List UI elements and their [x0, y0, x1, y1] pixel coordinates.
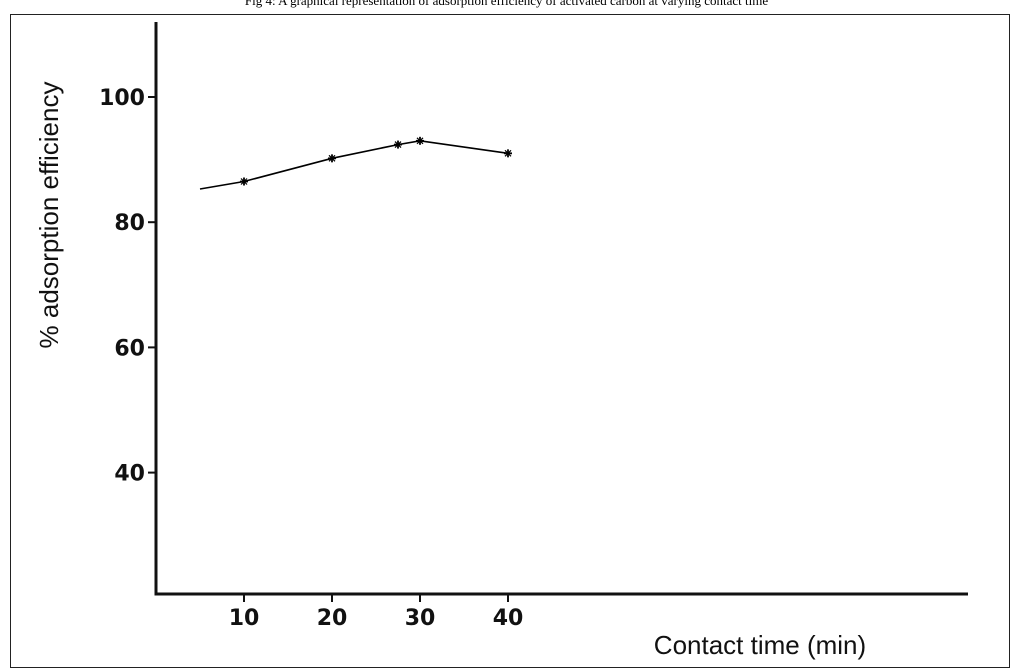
series — [199, 136, 512, 190]
data-line — [199, 139, 509, 190]
x-tick-label-10: 10 — [229, 606, 260, 631]
data-point-4 — [504, 149, 512, 158]
x-tick-label-20: 20 — [317, 606, 348, 631]
data-point-1 — [328, 154, 336, 163]
marker-stroke — [240, 178, 248, 185]
y-axis-label: % adsorption efficiency — [34, 82, 64, 349]
x-tick-label-40: 40 — [493, 606, 524, 631]
ticks: 40 60 80 100 10 20 30 40 — [99, 86, 523, 631]
marker-stroke — [394, 141, 402, 149]
marker-stroke — [328, 154, 336, 162]
y-tick-label-100: 100 — [99, 86, 145, 111]
data-point-2 — [394, 140, 402, 149]
figure-caption: Fig 4: A graphical representation of ads… — [244, 0, 769, 8]
x-axis-label: Contact time (min) — [654, 630, 866, 660]
x-tick-label-30: 30 — [405, 606, 436, 631]
axes — [154, 22, 968, 596]
data-point-0 — [240, 177, 248, 186]
y-tick-label-80: 80 — [114, 211, 145, 236]
chart-frame — [10, 14, 1010, 668]
y-tick-label-40: 40 — [114, 462, 145, 487]
data-point-3 — [416, 136, 424, 145]
marker-stroke — [416, 137, 424, 145]
y-tick-label-60: 60 — [114, 336, 145, 361]
marker-stroke — [504, 149, 512, 157]
